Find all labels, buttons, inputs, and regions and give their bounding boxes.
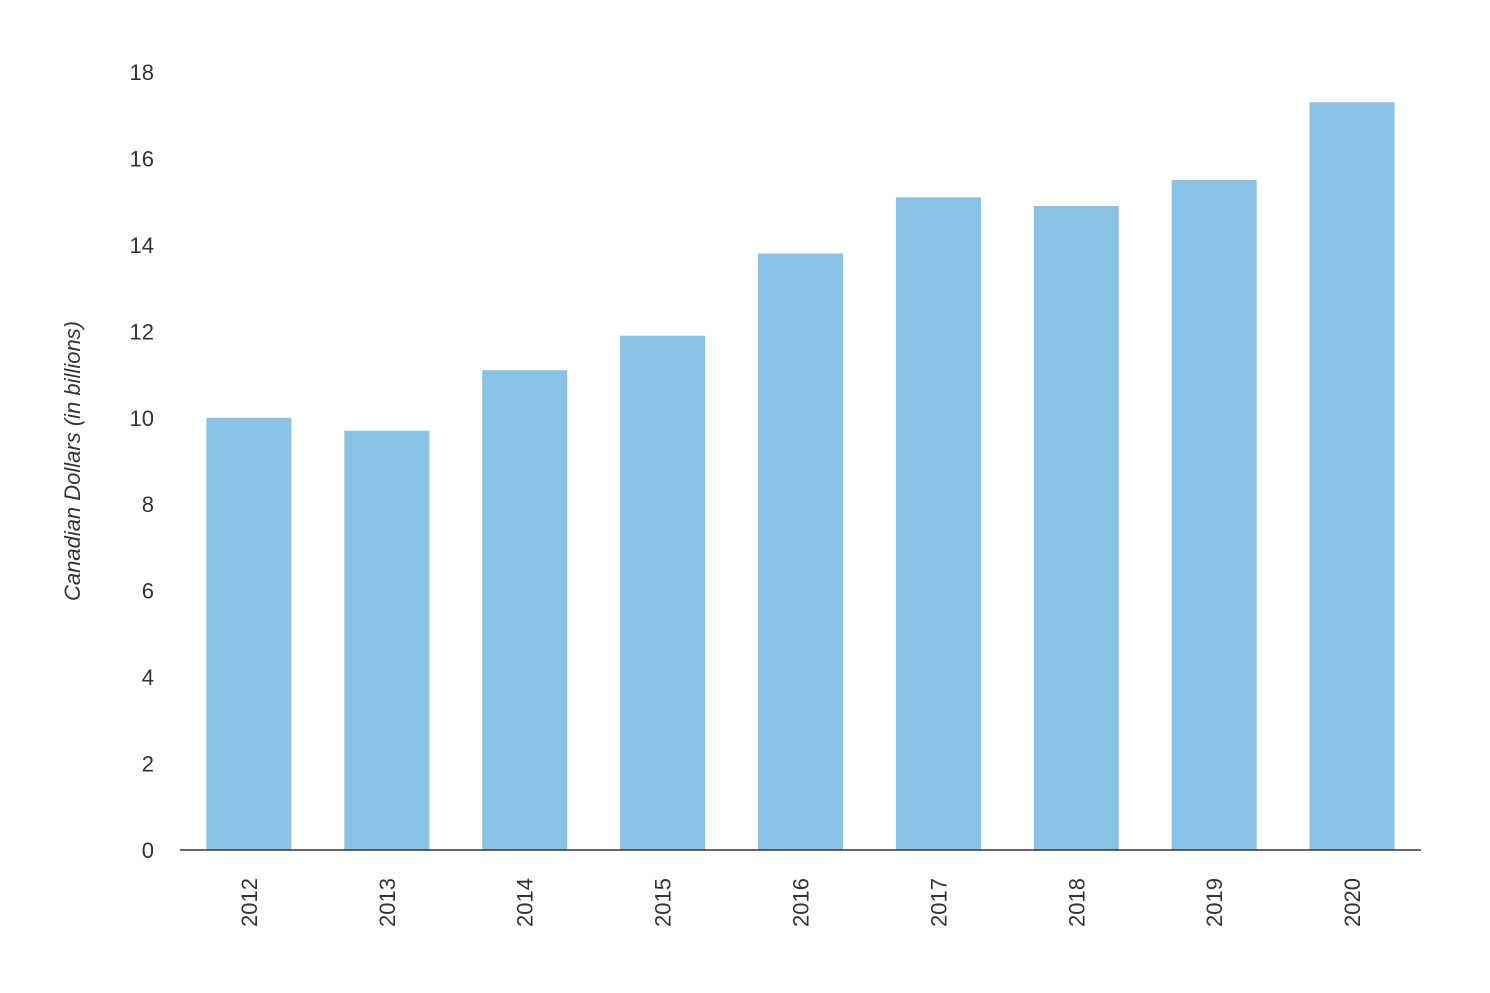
bar-2012 xyxy=(206,417,292,850)
x-tick-label: 2014 xyxy=(513,878,538,927)
bar-2016 xyxy=(758,253,843,851)
x-tick-label: 2012 xyxy=(237,878,262,927)
y-axis-title: Canadian Dollars (in billions) xyxy=(60,321,85,601)
x-tick-label: 2020 xyxy=(1340,878,1365,927)
x-tick-label: 2016 xyxy=(789,878,814,927)
y-tick-label: 10 xyxy=(130,406,154,431)
bar-2015 xyxy=(620,335,706,851)
y-tick-label: 6 xyxy=(142,579,154,604)
y-tick-label: 8 xyxy=(142,492,154,517)
y-axis-ticks: 0 2 4 6 8 10 12 14 16 18 xyxy=(130,60,154,863)
y-tick-label: 12 xyxy=(130,319,154,344)
bar-2019 xyxy=(1171,180,1257,851)
y-tick-label: 0 xyxy=(142,838,154,863)
x-tick-label: 2013 xyxy=(375,878,400,927)
x-tick-label: 2017 xyxy=(926,878,951,927)
y-tick-label: 18 xyxy=(130,60,154,85)
bars-group xyxy=(206,102,1395,851)
bar-2020 xyxy=(1309,102,1395,850)
x-tick-label: 2015 xyxy=(651,878,676,927)
bar-2014 xyxy=(482,370,568,850)
x-axis-ticks: 2012 2013 2014 2015 2016 2017 2018 2019 2020 xyxy=(237,878,1365,927)
y-tick-label: 14 xyxy=(130,233,154,258)
bar-2018 xyxy=(1033,205,1119,850)
bar-2013 xyxy=(344,430,430,850)
bar-2017 xyxy=(895,197,981,850)
x-tick-label: 2018 xyxy=(1064,878,1089,927)
x-tick-label: 2019 xyxy=(1202,878,1227,927)
y-tick-label: 16 xyxy=(130,146,154,171)
y-tick-label: 4 xyxy=(142,665,154,690)
y-tick-label: 2 xyxy=(142,752,154,777)
